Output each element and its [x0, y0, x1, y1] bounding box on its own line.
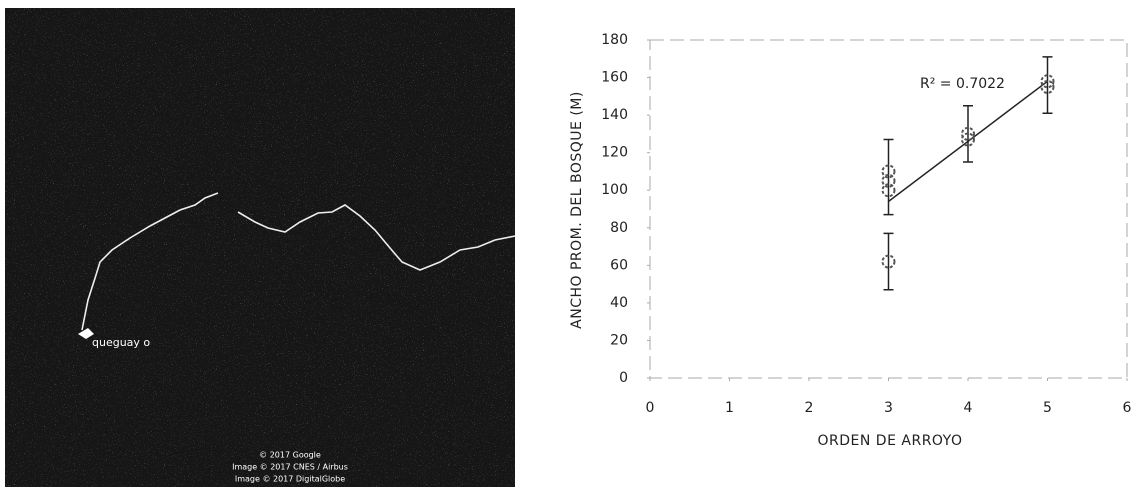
map-marker [78, 328, 94, 339]
y-tick-label: 60 [610, 257, 628, 273]
data-point [881, 254, 896, 269]
y-axis-title: ANCHO PROM. DEL BOSQUE (M) [569, 91, 585, 329]
error-bar [1042, 56, 1053, 114]
x-axis-title: ORDEN DE ARROYO [818, 433, 963, 449]
y-tick-label: 20 [610, 332, 628, 348]
x-tick-label: 4 [964, 400, 973, 416]
map-attribution: © 2017 Google [259, 451, 321, 460]
satellite-map: queguay o © 2017 Google Image © 2017 CNE… [5, 8, 516, 487]
data-point [881, 173, 896, 188]
data-point [1040, 79, 1055, 94]
y-tick-label: 140 [601, 107, 628, 123]
y-tick-label: 0 [619, 370, 628, 386]
y-tick-label: 120 [601, 145, 628, 161]
data-point [961, 132, 975, 147]
y-tick-label: 180 [601, 32, 628, 48]
chart: ORDEN DE ARROYO ANCHO PROM. DEL BOSQUE (… [569, 32, 1132, 449]
y-tick-label: 160 [601, 70, 628, 86]
x-tick-label: 6 [1123, 400, 1132, 416]
x-tick-label: 2 [805, 400, 814, 416]
data-point [1040, 74, 1055, 89]
y-tick-label: 100 [601, 182, 628, 198]
map-texture [5, 8, 515, 487]
data-point [881, 183, 896, 198]
x-tick-label: 5 [1043, 400, 1052, 416]
river [237, 204, 516, 271]
river [81, 192, 219, 331]
map-attribution: Image © 2017 DigitalGlobe [235, 475, 345, 484]
x-tick-label: 3 [884, 400, 893, 416]
x-tick-label: 0 [646, 400, 655, 416]
data-point [961, 126, 975, 141]
x-tick-label: 1 [725, 400, 734, 416]
error-bar [883, 232, 894, 291]
error-bar [883, 138, 894, 216]
data-point [881, 164, 896, 179]
y-tick-label: 40 [610, 295, 628, 311]
map-label: queguay o [92, 336, 150, 349]
map-attribution: Image © 2017 CNES / Airbus [232, 463, 348, 472]
y-tick-label: 80 [610, 220, 628, 236]
r-squared-annotation: R² = 0.7022 [920, 76, 1005, 92]
